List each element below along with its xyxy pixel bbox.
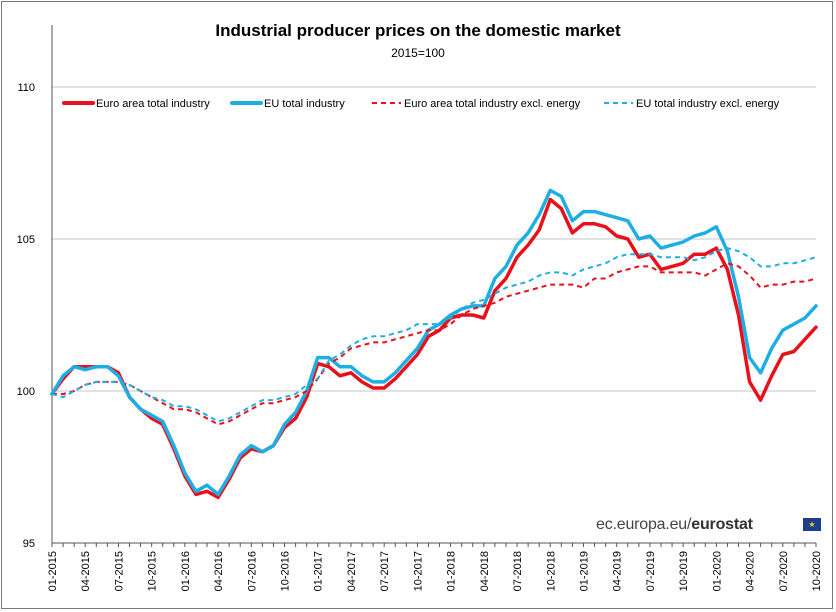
y-tick-label: 95 (23, 538, 35, 550)
x-tick-label: 07-2018 (512, 551, 524, 591)
x-tick-label: 01-2016 (180, 551, 192, 591)
x-tick-label: 04-2016 (213, 551, 225, 591)
x-tick-label: 01-2015 (47, 551, 59, 591)
x-tick-label: 01-2020 (711, 551, 723, 591)
x-tick-label: 04-2015 (80, 551, 92, 591)
source-credit: ec.europa.eu/eurostat (596, 516, 753, 534)
x-tick-label: 10-2016 (280, 551, 292, 591)
x-tick-label: 10-2015 (147, 551, 159, 591)
series-lines (50, 188, 818, 500)
y-tick-label: 110 (17, 82, 35, 94)
x-tick-label: 10-2020 (811, 551, 823, 591)
y-tick-label: 100 (17, 386, 35, 398)
x-tick-label: 10-2018 (545, 551, 557, 591)
gridlines (52, 86, 816, 392)
legend-label-1: Euro area total industry (96, 98, 210, 110)
x-tick-label: 10-2017 (412, 551, 424, 591)
x-tick-label: 07-2015 (113, 551, 125, 591)
legend-label-4: EU total industry excl. energy (636, 98, 780, 110)
chart-title: Industrial producer prices on the domest… (215, 21, 621, 40)
eu-flag-icon: ★ (803, 518, 821, 531)
legend-label-2: EU total industry (264, 98, 345, 110)
x-tick-label: 04-2019 (612, 551, 624, 591)
chart-subtitle: 2015=100 (391, 46, 445, 60)
credit-brand: eurostat (691, 516, 753, 533)
series-line-2 (50, 188, 818, 497)
x-tick-label: 01-2019 (578, 551, 590, 591)
series-line-3 (52, 262, 817, 426)
x-tick-label: 04-2018 (479, 551, 491, 591)
x-tick-label: 07-2016 (246, 551, 258, 591)
x-tick-label: 07-2019 (645, 551, 657, 591)
series-line-4 (51, 247, 817, 423)
legend: Euro area total industry EU total industr… (62, 98, 780, 110)
x-tick-label: 07-2020 (778, 551, 790, 591)
x-tick-label: 01-2017 (313, 551, 325, 591)
x-tick-label: 10-2019 (678, 551, 690, 591)
credit-site: ec.europa.eu/ (596, 516, 692, 533)
legend-label-3: Euro area total industry excl. energy (404, 98, 581, 110)
x-tick-label: 04-2020 (745, 551, 757, 591)
x-tick-label: 01-2018 (446, 551, 458, 591)
series-line-1 (50, 197, 818, 500)
y-tick-label: 105 (17, 234, 35, 246)
axes: 95 100 105 110 01-2015 04-2015 07-2015 10-2015 0… (17, 25, 823, 591)
x-tick-label: 07-2017 (379, 551, 391, 591)
x-tick-label: 04-2017 (346, 551, 358, 591)
